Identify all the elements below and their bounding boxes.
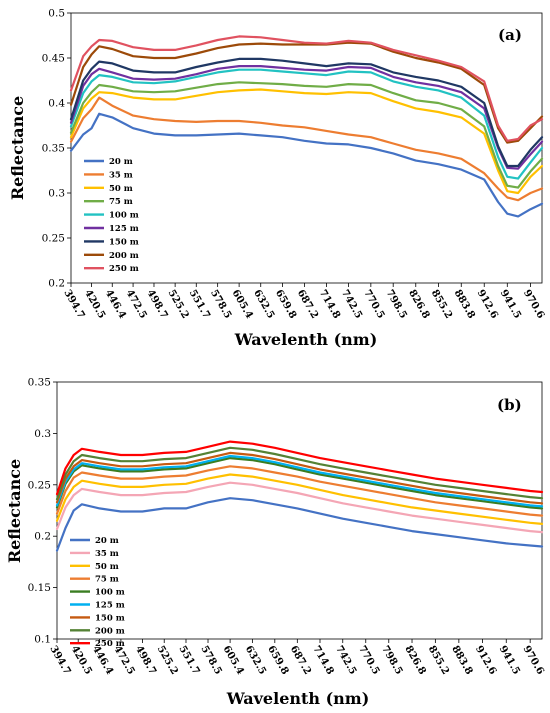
panel-b-legend-label: 75 m <box>95 575 119 585</box>
panel-b-chart: 0.10.150.20.250.30.35 394.7420.5446.4472… <box>5 377 546 709</box>
panel-b-series-line-125m <box>55 454 544 508</box>
panel-a-y-tick-label: 0.4 <box>48 98 65 110</box>
panel-a-legend-label: 35 m <box>109 170 133 180</box>
panel-a-x-tick-label: 714.8 <box>317 288 342 321</box>
panel-a-x-tick-label: 883.8 <box>452 288 477 321</box>
panel-a-y-tick-label: 0.5 <box>48 8 65 20</box>
panel-a-y-tick-label: 0.25 <box>42 233 65 245</box>
panel-a-series-line-50m <box>69 88 544 195</box>
panel-a-series-line-20m <box>69 112 544 218</box>
panel-a-legend-label: 100 m <box>109 211 139 221</box>
panel-a-x-tick-label: 970.6 <box>521 288 546 321</box>
panel-a-x-tick-label: 770.5 <box>361 288 386 321</box>
panel-b-x-tick-label: 798.5 <box>379 644 404 677</box>
panel-b-series-line-250m <box>55 440 544 496</box>
panel-a-y-tick-label: 0.3 <box>48 188 65 200</box>
panel-b-x-tick-label: 883.8 <box>449 644 474 677</box>
panel-b-legend-label: 250 m <box>95 639 125 649</box>
panel-a-x-tick-label: 798.5 <box>384 288 409 321</box>
panel-b-series-line-50m <box>55 473 544 526</box>
panel-a-legend-label: 20 m <box>109 157 133 167</box>
panel-a-x-ticks: 394.7420.5446.4472.5498.7525.2551.7578.5… <box>61 283 546 321</box>
panel-b-x-tick-label: 525.2 <box>155 644 180 677</box>
panel-b-y-tick-label: 0.3 <box>34 428 51 440</box>
panel-a-x-tick-label: 826.8 <box>406 288 431 321</box>
panel-a-plot-frame <box>70 12 543 284</box>
panel-b-y-tick-label: 0.25 <box>28 479 51 491</box>
panel-a-x-axis-title: Wavelenth (nm) <box>234 330 378 349</box>
panel-b-legend-label: 125 m <box>95 601 125 611</box>
panel-a-y-axis-title: Reflectance <box>8 96 27 200</box>
panel-a-x-tick-label: 742.5 <box>339 288 364 321</box>
panel-b-label: (b) <box>497 396 522 414</box>
panel-b-y-ticks: 0.1 0.15 0.2 0.25 0.3 0.35 <box>28 377 57 646</box>
panel-b-x-tick-label: 714.8 <box>310 644 335 677</box>
panel-b-x-tick-label: 912.6 <box>473 644 498 677</box>
panel-b-series-lines <box>55 440 544 552</box>
panel-b-x-tick-label: 941.5 <box>497 644 522 677</box>
panel-a-series-line-35m <box>69 96 544 202</box>
panel-b-x-tick-label: 605.4 <box>221 644 246 677</box>
panel-a-legend-label: 50 m <box>109 184 133 194</box>
panel-b-x-tick-label: 687.2 <box>288 644 313 677</box>
panel-b-x-tick-label: 770.5 <box>356 644 381 677</box>
panel-a-y-ticks: 0.2 0.25 0.3 0.35 0.4 0.45 0.5 <box>42 8 71 290</box>
panel-b-series-line-150m <box>55 451 544 505</box>
panel-b-x-axis-title: Wavelenth (nm) <box>226 689 370 708</box>
panel-a-x-tick-label: 941.5 <box>498 288 523 321</box>
panel-b-y-tick-label: 0.1 <box>34 634 51 646</box>
panel-a-y-tick-label: 0.45 <box>42 53 65 65</box>
panel-a-legend-label: 150 m <box>109 237 139 247</box>
panel-a-y-tick-label: 0.35 <box>42 143 65 155</box>
panel-a-y-tick-label: 0.2 <box>48 278 65 290</box>
panel-b-x-tick-label: 632.5 <box>243 644 268 677</box>
panel-a-legend-label: 75 m <box>109 197 133 207</box>
panel-b-x-tick-label: 659.8 <box>265 644 290 677</box>
panel-a-x-tick-label: 632.5 <box>251 288 276 321</box>
panel-a-series-line-75m <box>69 81 544 189</box>
panel-a-x-tick-label: 659.8 <box>273 288 298 321</box>
panel-a-legend: 20 m 35 m 50 m 75 m 100 m 125 m 150 m 200 m 250 … <box>84 157 139 274</box>
panel-a-legend-label: 125 m <box>109 224 139 234</box>
panel-b-x-tick-label: 855.2 <box>426 644 451 677</box>
panel-a-series-lines <box>69 35 544 218</box>
panel-a-series-line-100m <box>69 68 544 180</box>
panel-b-legend-label: 100 m <box>95 588 125 598</box>
panel-b-series-line-35m <box>55 481 544 534</box>
panel-a-series-line-250m <box>69 35 544 142</box>
panel-b-x-tick-label: 578.5 <box>198 644 223 677</box>
panel-a-legend-label: 200 m <box>109 251 139 261</box>
panel-b-x-tick-label: 551.7 <box>176 644 201 677</box>
panel-b-x-tick-label: 742.5 <box>333 644 358 677</box>
panel-b-legend-label: 200 m <box>95 626 125 636</box>
panel-a-chart: 0.2 0.25 0.3 0.35 0.4 0.45 0.5 394.7420.5446.4… <box>8 8 546 350</box>
panel-b-series-line-20m <box>55 497 544 552</box>
panel-a-x-tick-label: 855.2 <box>429 288 454 321</box>
panel-b-series-line-75m <box>55 465 544 517</box>
panel-b-y-axis-title: Reflectance <box>5 459 24 563</box>
panel-a-x-tick-label: 687.2 <box>295 288 320 321</box>
panel-b-y-tick-label: 0.2 <box>34 531 51 543</box>
panel-b-legend: 20 m 35 m 50 m 75 m 100 m 125 m 150 m 200 m 250 … <box>70 536 125 649</box>
panel-b-x-tick-label: 498.7 <box>133 644 158 677</box>
panel-a-legend-label: 250 m <box>109 264 139 274</box>
panel-a-x-tick-label: 912.6 <box>475 288 500 321</box>
panel-b-legend-label: 20 m <box>95 536 119 546</box>
panel-b-legend-label: 35 m <box>95 549 119 559</box>
panel-b-series-line-200m <box>55 446 544 501</box>
panel-b-series-line-100m <box>55 457 544 510</box>
panel-b-y-tick-label: 0.35 <box>28 377 51 389</box>
panel-b-legend-label: 150 m <box>95 613 125 623</box>
panel-b-legend-label: 50 m <box>95 562 119 572</box>
panel-b-y-tick-label: 0.15 <box>28 582 51 594</box>
panel-b-x-tick-label: 826.8 <box>402 644 427 677</box>
panel-b-x-tick-label: 970.6 <box>521 644 546 677</box>
panel-a-series-line-150m <box>69 57 544 168</box>
panel-a-label: (a) <box>498 26 522 44</box>
